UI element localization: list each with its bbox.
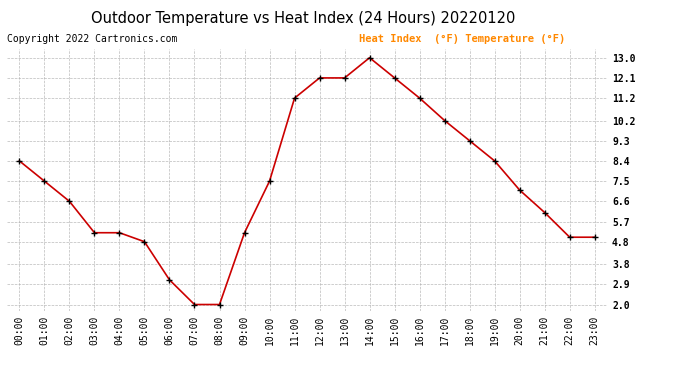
Text: Copyright 2022 Cartronics.com: Copyright 2022 Cartronics.com [7, 34, 177, 44]
Text: Outdoor Temperature vs Heat Index (24 Hours) 20220120: Outdoor Temperature vs Heat Index (24 Ho… [91, 11, 516, 26]
Text: Heat Index  (°F) Temperature (°F): Heat Index (°F) Temperature (°F) [359, 34, 565, 44]
